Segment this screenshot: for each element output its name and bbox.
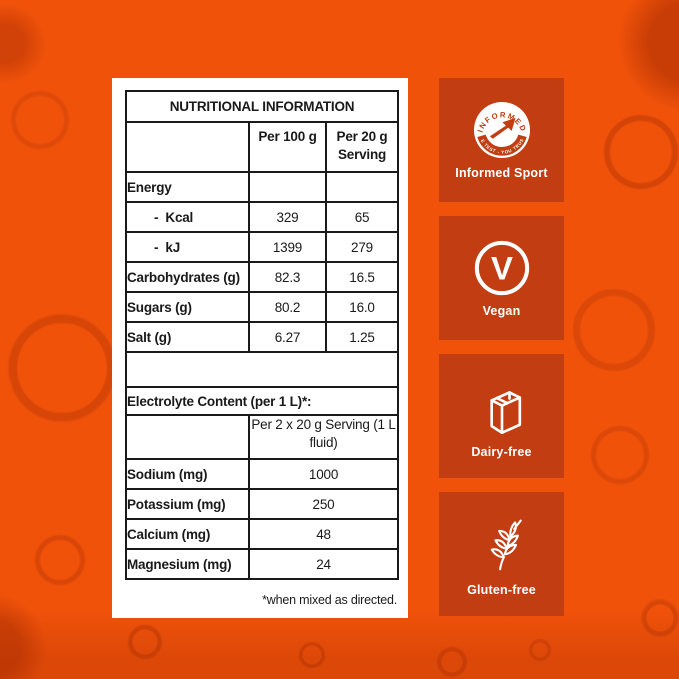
electrolyte-section-heading: Electrolyte Content (per 1 L)*: [124,386,400,416]
table-row: Salt (g) 6.27 1.25 [125,321,400,353]
row-label-calcium: Calcium (mg) [125,518,250,550]
wheat-icon [490,519,522,570]
value-sugars-20g: 16.0 [324,291,400,323]
nutrition-table: NUTRITIONAL INFORMATION Per 100 g Per 20… [124,90,400,580]
value-kcal-100g: 329 [248,201,327,233]
badge-label: Vegan [482,303,521,318]
row-label-kj: - kJ [125,231,250,263]
row-label-sodium: Sodium (mg) [125,458,250,490]
row-label-salt: Salt (g) [125,321,250,353]
column-header-blank [125,121,250,173]
value-energy-20g [324,171,400,203]
value-sodium: 1000 [247,458,400,490]
table-row: - Kcal 329 65 [125,201,400,233]
column-header-per-20g: Per 20 g Serving [324,121,400,173]
badge-label: Informed Sport [455,165,548,180]
vegan-icon: V [474,240,529,295]
table-row: Calcium (mg) 48 [125,518,400,550]
value-sugars-100g: 80.2 [248,291,327,323]
badge-label: Gluten-free [467,582,536,597]
value-calcium: 48 [247,518,400,550]
table-row: - kJ 1399 279 [125,231,400,263]
row-label-magnesium: Magnesium (mg) [125,548,250,580]
value-kcal-20g: 65 [324,201,400,233]
table-row: Carbohydrates (g) 82.3 16.5 [125,261,400,293]
value-potassium: 250 [247,488,400,520]
informed-sport-logo-icon: INFORMED WE TEST - YOU TRUST [473,101,530,158]
value-salt-20g: 1.25 [324,321,400,353]
row-label-carbohydrates: Carbohydrates (g) [125,261,250,293]
row-label-sugars: Sugars (g) [125,291,250,323]
badge-dairy-free: Dairy-free [439,354,564,478]
table-row: Energy [125,171,400,203]
table-row: Sodium (mg) 1000 [125,458,400,490]
milk-carton-icon [489,390,521,434]
badge-column: INFORMED WE TEST - YOU TRUST Informed Sp… [439,78,564,616]
badge-label: Dairy-free [471,444,532,459]
value-kj-20g: 279 [324,231,400,263]
value-energy-100g [248,171,327,203]
value-kj-100g: 1399 [248,231,327,263]
value-magnesium: 24 [247,548,400,580]
value-carbohydrates-100g: 82.3 [248,261,327,293]
footnote: *when mixed as directed. [262,593,397,607]
electrolyte-header-blank [125,414,250,460]
table-row: Magnesium (mg) 24 [125,548,400,580]
electrolyte-column-header: Per 2 x 20 g Serving (1 L fluid) [247,414,400,460]
nutrition-card: NUTRITIONAL INFORMATION Per 100 g Per 20… [112,78,408,618]
value-carbohydrates-20g: 16.5 [324,261,400,293]
row-label-potassium: Potassium (mg) [125,488,250,520]
badge-vegan: V Vegan [439,216,564,340]
value-salt-100g: 6.27 [248,321,327,353]
svg-text:V: V [491,249,513,286]
row-label-energy: Energy [125,171,250,203]
column-header-per-100g: Per 100 g [248,121,327,173]
table-title: NUTRITIONAL INFORMATION [124,90,400,123]
spacer-row [124,351,400,388]
table-row: Potassium (mg) 250 [125,488,400,520]
row-label-kcal: - Kcal [125,201,250,233]
badge-gluten-free: Gluten-free [439,492,564,616]
table-row: Sugars (g) 80.2 16.0 [125,291,400,323]
badge-informed-sport: INFORMED WE TEST - YOU TRUST Informed Sp… [439,78,564,202]
